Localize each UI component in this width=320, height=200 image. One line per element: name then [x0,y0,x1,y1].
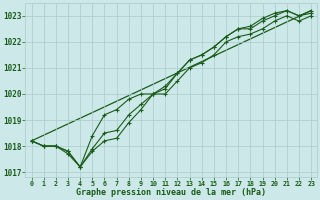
X-axis label: Graphe pression niveau de la mer (hPa): Graphe pression niveau de la mer (hPa) [76,188,266,197]
